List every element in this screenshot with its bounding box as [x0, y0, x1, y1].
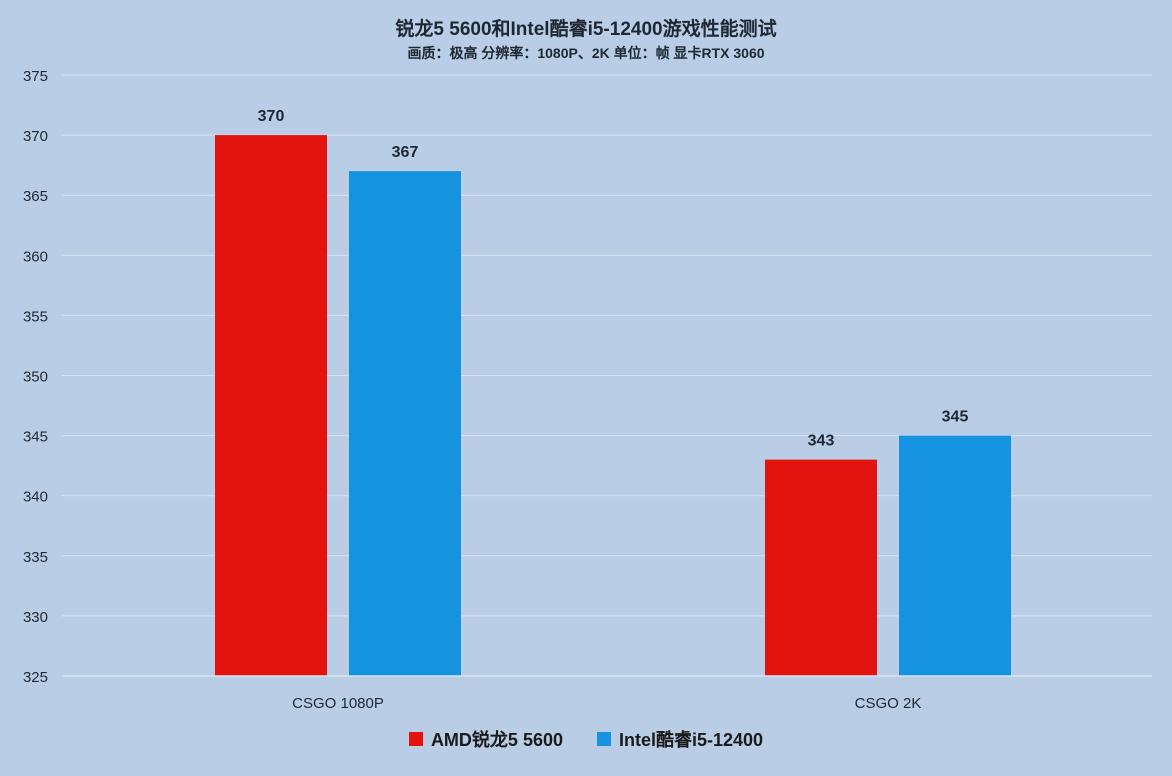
- bar-0-0: [215, 135, 327, 677]
- legend-label-amd: AMD锐龙5 5600: [430, 730, 563, 750]
- y-tick-label-2: 365: [23, 188, 48, 205]
- y-tick-label-5: 350: [23, 369, 48, 386]
- data-label-0-0: 370: [258, 108, 285, 125]
- chart-title: 锐龙5 5600和Intel酷睿i5-12400游戏性能测试: [395, 19, 777, 40]
- data-label-1-1: 345: [942, 409, 969, 426]
- x-tick-label-0: CSGO 1080P: [292, 695, 384, 712]
- y-tick-label-0: 375: [23, 68, 48, 85]
- y-tick-label-9: 330: [23, 609, 48, 626]
- legend-item-amd: AMD锐龙5 5600: [408, 726, 563, 752]
- legend-swatch-amd: [408, 732, 423, 746]
- y-tick-label-8: 335: [23, 549, 48, 566]
- y-tick-label-7: 340: [23, 489, 48, 506]
- chart-subtitle: 画质：极高 分辨率：1080P、2K 单位：帧 显卡RTX 3060: [407, 45, 765, 61]
- y-tick-label-6: 345: [23, 429, 48, 446]
- legend-swatch-intel: [596, 732, 611, 746]
- legend: AMD锐龙5 5600 Intel酷睿i5-12400: [0, 726, 1172, 752]
- legend-item-intel: Intel酷睿i5-12400: [596, 726, 764, 752]
- data-label-1-0: 367: [392, 144, 419, 161]
- y-tick-label-10: 325: [23, 669, 48, 686]
- y-tick-label-1: 370: [23, 128, 48, 145]
- x-tick-label-1: CSGO 2K: [855, 695, 922, 712]
- legend-label-intel: Intel酷睿i5-12400: [618, 730, 764, 750]
- bar-1-1: [899, 435, 1011, 676]
- data-label-0-1: 343: [808, 433, 835, 450]
- bar-1-0: [349, 171, 461, 676]
- y-tick-label-4: 355: [23, 308, 48, 325]
- y-tick-label-3: 360: [23, 248, 48, 265]
- bar-0-1: [765, 459, 877, 676]
